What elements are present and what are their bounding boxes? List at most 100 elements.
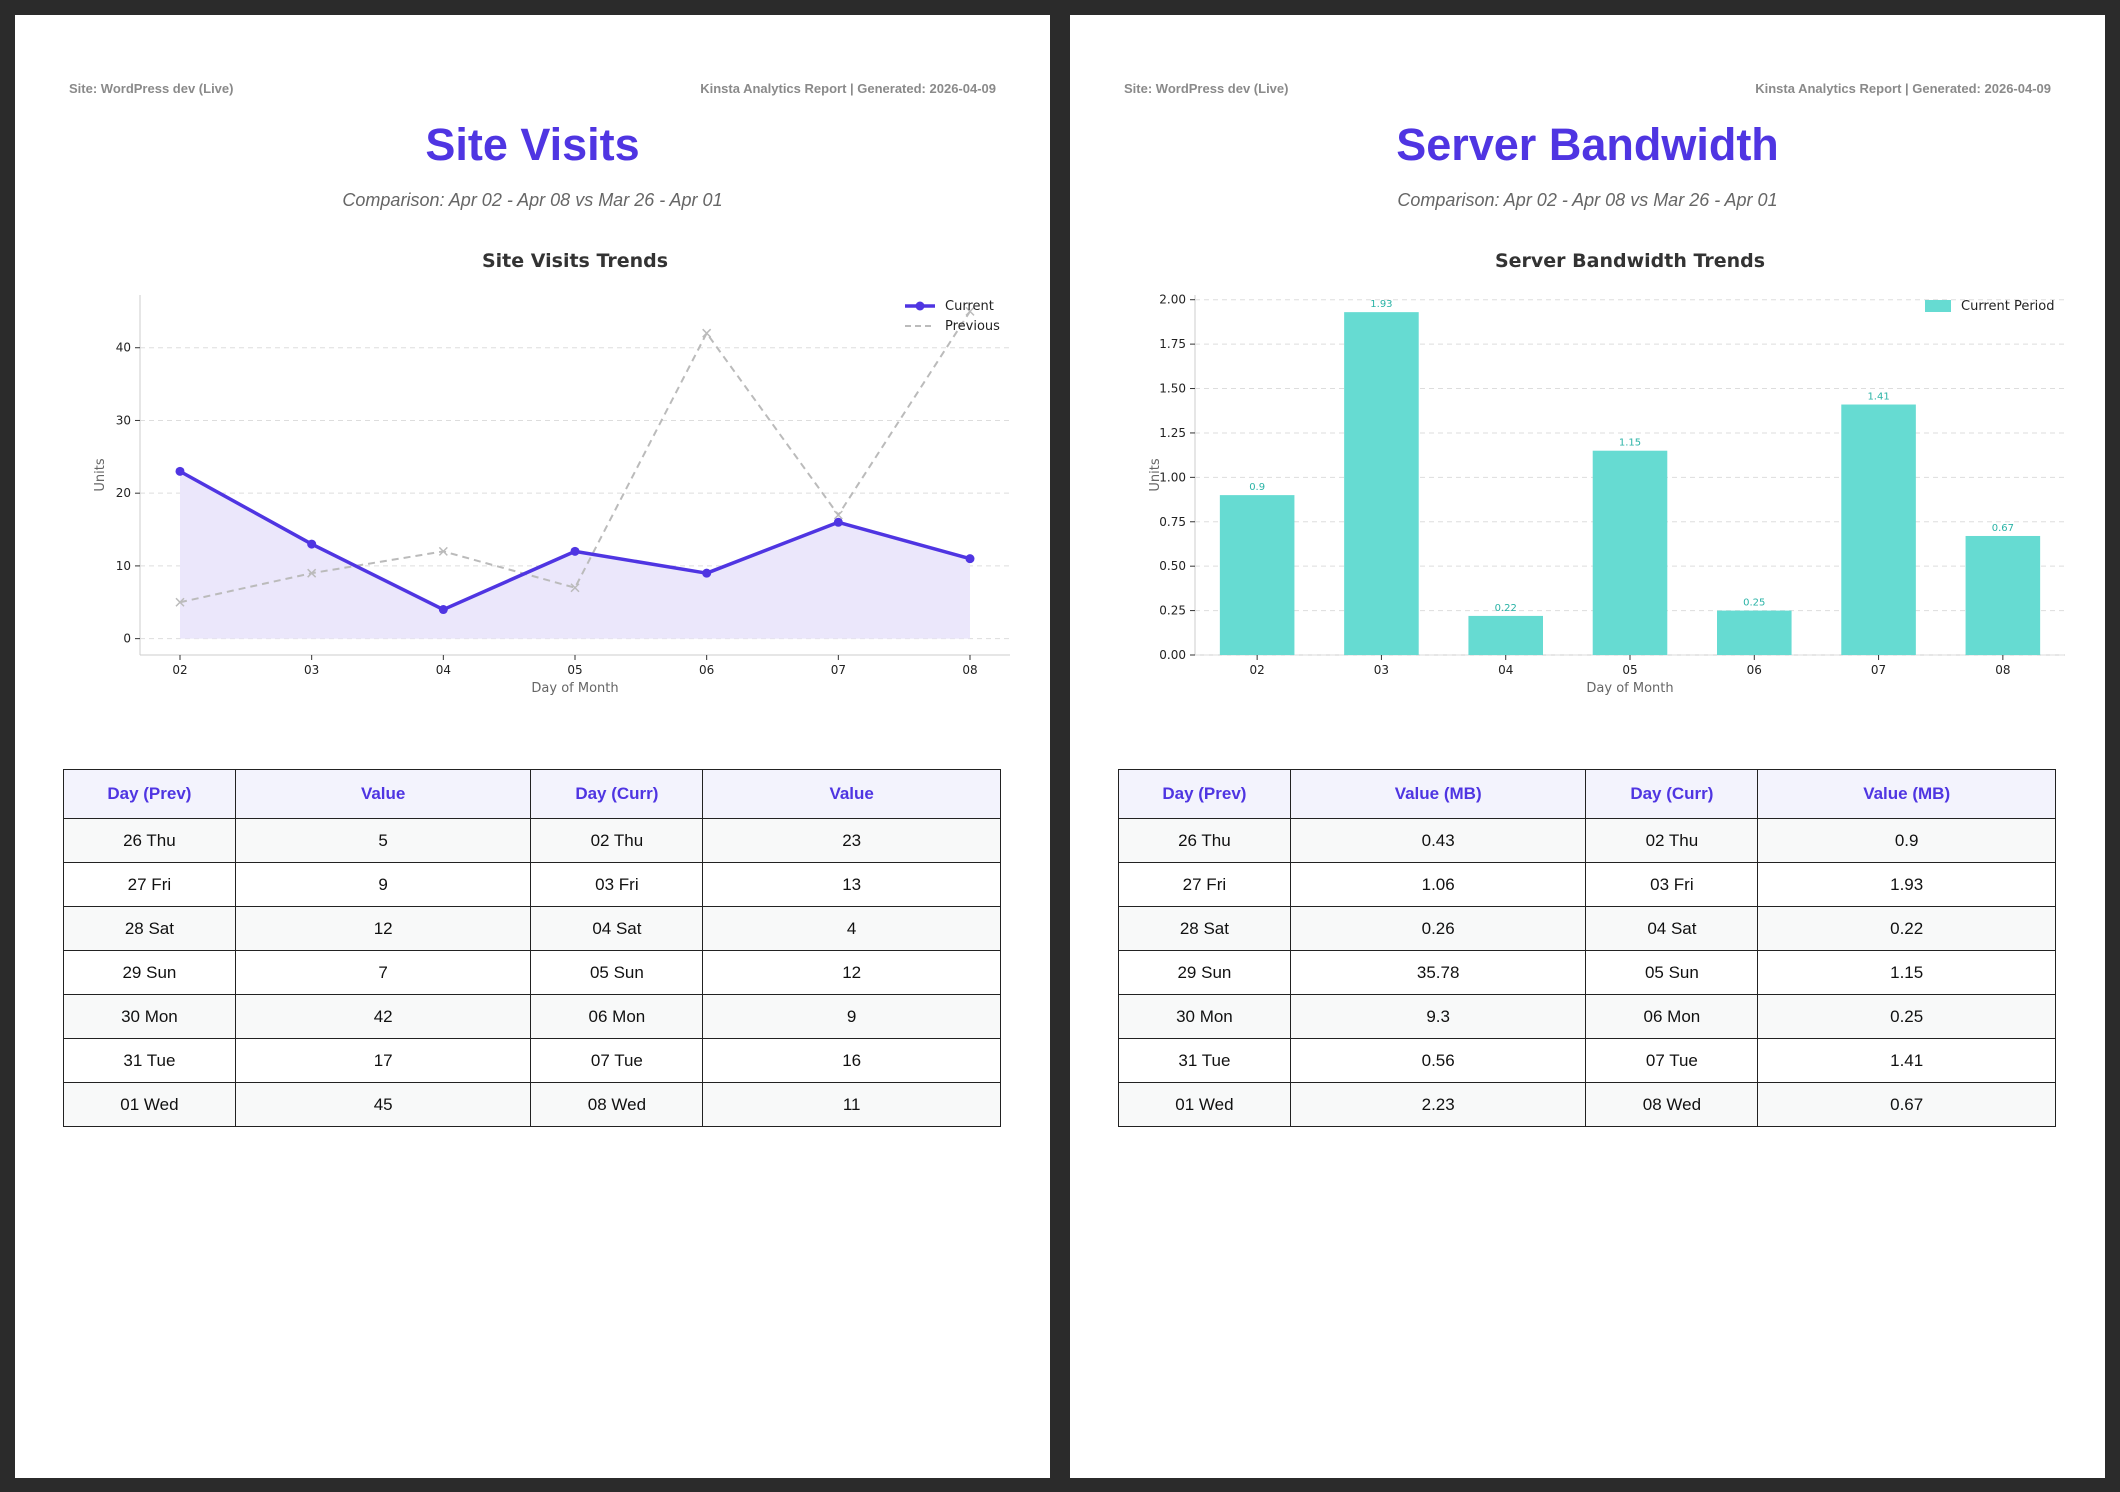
- cell-value-prev: 1.06: [1289, 862, 1587, 907]
- comparison-subtitle: Comparison: Apr 02 - Apr 08 vs Mar 26 - …: [342, 190, 723, 210]
- report-label: Kinsta Analytics Report | Generated: 202…: [700, 81, 996, 96]
- y-tick-label: 0.50: [1159, 559, 1186, 573]
- cell-day-prev: 31 Tue: [63, 1038, 236, 1083]
- x-tick-label: 06: [699, 663, 714, 677]
- header-day-curr: Day (Curr): [530, 769, 704, 819]
- table-row: 27 Fri 9 03 Fri 13: [63, 862, 1001, 907]
- x-axis-label: Day of Month: [531, 681, 618, 696]
- cell-day-curr: 02 Thu: [1585, 818, 1759, 863]
- table-row: 29 Sun 35.78 05 Sun 1.15: [1118, 950, 2056, 995]
- cell-value-prev: 42: [234, 994, 532, 1039]
- cell-day-curr: 04 Sat: [530, 906, 704, 951]
- site-visits-line-chart: Site Visits Trends 0 10 20 30 40 Day of Month U…: [93, 250, 1010, 696]
- y-tick-label: 1.50: [1159, 382, 1186, 396]
- current-point: [570, 546, 580, 556]
- legend-current-label: Current: [945, 299, 994, 314]
- cell-value-curr: 23: [702, 818, 1001, 863]
- cell-day-curr: 06 Mon: [1585, 994, 1759, 1039]
- previous-point: [965, 306, 975, 316]
- bar-data-label: 1.41: [1867, 392, 1889, 403]
- legend-current-period-label: Current Period: [1961, 299, 2055, 314]
- x-tick-label: 02: [172, 663, 187, 677]
- server-bandwidth-table: Day (Prev) Value (MB) Day (Curr) Value (…: [1118, 769, 2056, 1127]
- chart-title: Server Bandwidth Trends: [1495, 250, 1765, 272]
- legend-previous-label: Previous: [945, 319, 1000, 334]
- bar-data-label: 0.67: [1992, 523, 2014, 534]
- cell-day-prev: 30 Mon: [63, 994, 236, 1039]
- table-row: 01 Wed 45 08 Wed 11: [63, 1082, 1001, 1127]
- y-tick-label: 30: [116, 413, 131, 427]
- cell-value-curr: 0.67: [1757, 1082, 2056, 1127]
- cell-value-prev: 9: [234, 862, 532, 907]
- site-visits-table: Day (Prev) Value Day (Curr) Value 26 Thu…: [63, 769, 1001, 1127]
- table-row: 28 Sat 0.26 04 Sat 0.22: [1118, 906, 2056, 951]
- previous-point: [438, 546, 448, 556]
- cell-day-prev: 30 Mon: [1118, 994, 1291, 1039]
- x-tick-label: 08: [1995, 663, 2010, 677]
- bar-data-label: 0.22: [1495, 603, 1517, 614]
- y-tick-label: 0: [123, 632, 131, 646]
- header-day-curr: Day (Curr): [1585, 769, 1759, 819]
- current-point: [307, 539, 317, 549]
- table-row: 27 Fri 1.06 03 Fri 1.93: [1118, 862, 2056, 907]
- table-row: 26 Thu 5 02 Thu 23: [63, 818, 1001, 863]
- cell-day-prev: 26 Thu: [1118, 818, 1291, 863]
- site-label: Site: WordPress dev (Live): [69, 81, 234, 96]
- cell-value-curr: 0.9: [1757, 818, 2056, 863]
- y-tick-label: 0.75: [1159, 515, 1186, 529]
- cell-day-curr: 05 Sun: [1585, 950, 1759, 995]
- report-label: Kinsta Analytics Report | Generated: 202…: [1755, 81, 2051, 96]
- bar: [1717, 610, 1792, 655]
- bar: [1841, 404, 1916, 655]
- cell-day-curr: 03 Fri: [1585, 862, 1759, 907]
- header-value-prev: Value (MB): [1289, 769, 1587, 819]
- cell-value-prev: 0.43: [1289, 818, 1587, 863]
- cell-value-curr: 0.25: [1757, 994, 2056, 1039]
- cell-day-prev: 27 Fri: [1118, 862, 1291, 907]
- cell-value-prev: 0.56: [1289, 1038, 1587, 1083]
- x-tick-label: 08: [962, 663, 977, 677]
- current-point: [702, 568, 712, 578]
- cell-value-prev: 17: [234, 1038, 532, 1083]
- table-row: 30 Mon 9.3 06 Mon 0.25: [1118, 994, 2056, 1039]
- previous-point: [833, 510, 843, 520]
- header-value-curr: Value (MB): [1757, 769, 2056, 819]
- y-tick-label: 0.00: [1159, 648, 1186, 662]
- cell-day-prev: 28 Sat: [1118, 906, 1291, 951]
- report-page-server-bandwidth: Site: WordPress dev (Live) Kinsta Analyt…: [1070, 15, 2105, 1478]
- y-tick-label: 1.25: [1159, 426, 1186, 440]
- y-tick-label: 2.00: [1159, 293, 1186, 307]
- bar: [1219, 495, 1295, 655]
- cell-day-curr: 08 Wed: [530, 1082, 704, 1127]
- table-header-row: Day (Prev) Value (MB) Day (Curr) Value (…: [1118, 769, 2056, 819]
- cell-day-curr: 04 Sat: [1585, 906, 1759, 951]
- cell-day-prev: 27 Fri: [63, 862, 236, 907]
- y-tick-label: 0.25: [1159, 604, 1186, 618]
- cell-value-curr: 1.15: [1757, 950, 2056, 995]
- y-tick-label: 1.75: [1159, 337, 1186, 351]
- table-row: 31 Tue 17 07 Tue 16: [63, 1038, 1001, 1083]
- server-bandwidth-bar-chart: Server Bandwidth Trends 0.00 0.25 0.50 0.75 1…: [1148, 250, 2065, 696]
- page-title: Server Bandwidth: [1396, 119, 1779, 170]
- x-tick-label: 03: [304, 663, 319, 677]
- x-tick-label: 04: [436, 663, 451, 677]
- x-tick-label: 06: [1747, 663, 1762, 677]
- y-tick-label: 10: [116, 559, 131, 573]
- cell-day-curr: 05 Sun: [530, 950, 704, 995]
- header-value-curr: Value: [702, 769, 1001, 819]
- x-tick-label: 04: [1498, 663, 1513, 677]
- previous-point: [570, 583, 580, 593]
- cell-value-prev: 0.26: [1289, 906, 1587, 951]
- x-tick-label: 02: [1250, 663, 1265, 677]
- cell-value-curr: 4: [702, 906, 1001, 951]
- cell-day-curr: 02 Thu: [530, 818, 704, 863]
- table-row: 31 Tue 0.56 07 Tue 1.41: [1118, 1038, 2056, 1083]
- previous-point: [175, 597, 185, 607]
- cell-value-curr: 1.41: [1757, 1038, 2056, 1083]
- cell-value-curr: 16: [702, 1038, 1001, 1083]
- bar: [1344, 312, 1419, 655]
- legend-current-marker: [915, 301, 925, 311]
- cell-value-prev: 2.23: [1289, 1082, 1587, 1127]
- cell-day-prev: 29 Sun: [63, 950, 236, 995]
- y-axis-label: Units: [93, 458, 108, 491]
